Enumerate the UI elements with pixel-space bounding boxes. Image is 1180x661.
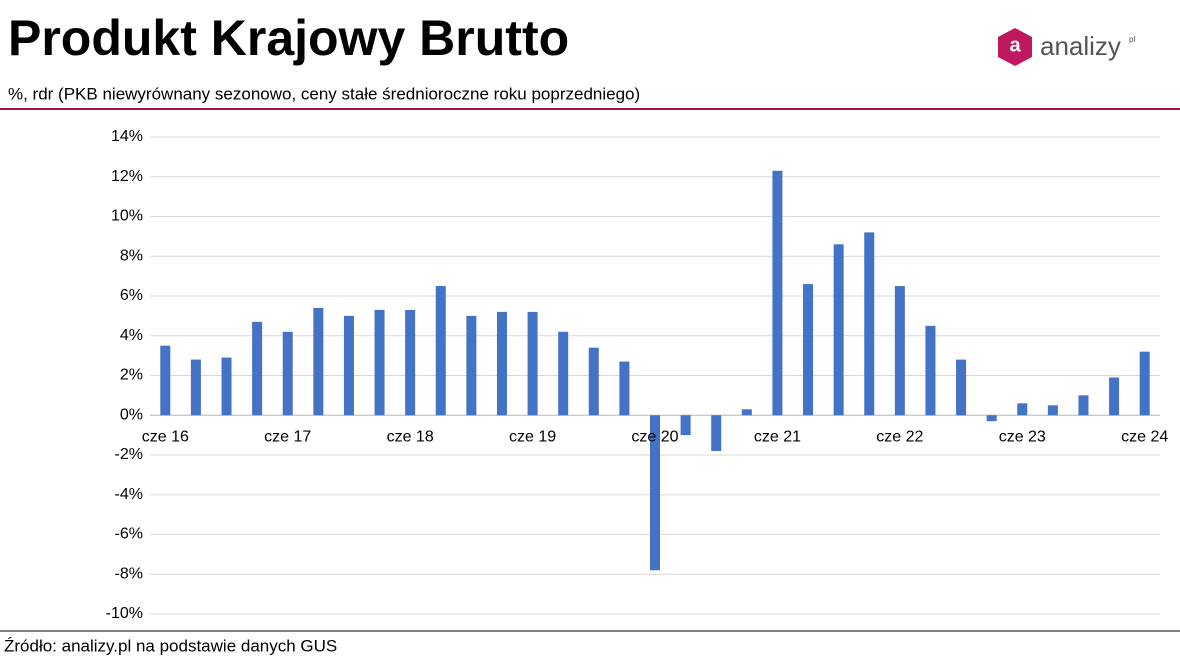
x-tick-label: cze 16 xyxy=(142,428,189,445)
y-tick-label: -8% xyxy=(115,565,143,582)
y-tick-label: 12% xyxy=(111,168,143,185)
bar xyxy=(282,331,293,416)
bar xyxy=(558,331,569,416)
logo-suffix: pl xyxy=(1129,35,1135,44)
bar xyxy=(496,311,507,416)
bar xyxy=(833,244,844,416)
y-tick-label: 2% xyxy=(120,367,143,384)
y-tick-label: 6% xyxy=(120,287,143,304)
bar xyxy=(680,415,691,436)
y-tick-label: -6% xyxy=(115,526,143,543)
x-tick-label: cze 21 xyxy=(754,428,801,445)
y-tick-label: -2% xyxy=(115,446,143,463)
x-tick-label: cze 20 xyxy=(631,428,678,445)
bar xyxy=(986,415,997,422)
bar xyxy=(650,415,660,571)
logo-letter: a xyxy=(1009,34,1021,56)
bar xyxy=(956,359,967,416)
bar xyxy=(772,170,783,416)
bar xyxy=(741,409,752,416)
bar xyxy=(435,286,446,416)
x-tick-label: cze 24 xyxy=(1121,428,1168,445)
bar xyxy=(864,232,875,416)
bar xyxy=(925,325,936,416)
y-tick-label: -4% xyxy=(115,486,143,503)
bar xyxy=(1078,395,1089,416)
bar xyxy=(405,309,416,416)
bar xyxy=(803,284,814,416)
bar xyxy=(1017,403,1028,416)
y-tick-label: 10% xyxy=(111,208,143,225)
x-tick-label: cze 18 xyxy=(387,428,434,445)
y-tick-label: 8% xyxy=(120,247,143,264)
logo-icon xyxy=(998,28,1032,66)
bar xyxy=(588,347,599,416)
bar xyxy=(221,357,232,416)
y-tick-label: 14% xyxy=(111,128,143,145)
bar xyxy=(466,315,477,416)
bar xyxy=(894,286,905,416)
bar xyxy=(619,361,630,416)
source-note: Źródło: analizy.pl na podstawie danych G… xyxy=(4,636,337,655)
y-tick-label: 0% xyxy=(120,406,143,423)
bar xyxy=(160,345,171,416)
bar xyxy=(313,307,324,416)
chart-title: Produkt Krajowy Brutto xyxy=(8,10,569,66)
y-tick-label: -10% xyxy=(106,605,143,622)
bar xyxy=(343,315,354,416)
chart-subtitle: %, rdr (PKB niewyrównany sezonowo, ceny … xyxy=(8,84,640,103)
bar xyxy=(1109,377,1120,416)
bar xyxy=(1047,405,1058,416)
x-tick-label: cze 17 xyxy=(264,428,311,445)
bar xyxy=(711,415,722,452)
bar xyxy=(527,311,538,416)
x-tick-label: cze 19 xyxy=(509,428,556,445)
x-tick-label: cze 22 xyxy=(876,428,923,445)
bar xyxy=(374,309,385,416)
bar xyxy=(252,321,263,416)
y-tick-label: 4% xyxy=(120,327,143,344)
logo: a analizy pl xyxy=(998,28,1135,66)
bar xyxy=(190,359,201,416)
x-tick-label: cze 23 xyxy=(999,428,1046,445)
logo-text: analizy xyxy=(1040,31,1121,61)
bar xyxy=(1139,351,1150,416)
